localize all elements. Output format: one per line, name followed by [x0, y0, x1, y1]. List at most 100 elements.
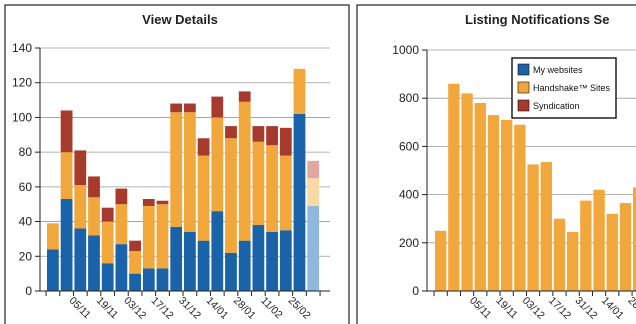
- bar-segment: [101, 207, 114, 222]
- forecast-bar-segment: [307, 178, 320, 206]
- view-details-y-axis: 0 20 40 60 80 100 120 140: [12, 41, 330, 298]
- listing-notifications-y-axis: 0 200 400 600 800 1000: [392, 43, 636, 298]
- bar-segment: [74, 150, 87, 186]
- bar-segment: [88, 235, 100, 291]
- legend-label: Syndication: [533, 101, 580, 111]
- bar-segment: [88, 197, 100, 236]
- bar-segment: [225, 126, 237, 139]
- legend-box: [511, 57, 617, 119]
- bar-segment: [238, 101, 251, 241]
- bar-segment: [252, 141, 265, 226]
- legend-swatch: [517, 81, 530, 94]
- bar-segment: [47, 249, 59, 291]
- legend-item: Handshake™ Sites: [517, 81, 611, 94]
- y-tick-label: 60: [19, 180, 33, 194]
- bar-segment: [170, 226, 183, 291]
- forecast-bar-segment: [307, 160, 320, 179]
- y-tick-label: 80: [19, 145, 33, 159]
- bar-segment: [184, 112, 196, 232]
- y-tick-label: 100: [12, 110, 32, 124]
- bar-segment: [567, 231, 579, 291]
- bar-segment: [129, 240, 141, 252]
- bar-segment: [197, 240, 210, 291]
- legend-swatch: [517, 63, 530, 76]
- view-details-bars: [47, 68, 320, 291]
- legend-swatch: [517, 99, 530, 112]
- bar-segment: [88, 176, 100, 198]
- listing-notifications-bars: [435, 83, 636, 292]
- bar-segment: [266, 145, 278, 232]
- bar-segment: [211, 211, 224, 291]
- bar-segment: [197, 138, 210, 156]
- bar-segment: [266, 231, 278, 291]
- y-tick-label: 600: [399, 139, 419, 153]
- legend-item: Syndication: [517, 99, 580, 112]
- bar-segment: [170, 112, 183, 227]
- bar-segment: [142, 199, 155, 206]
- y-tick-label: 40: [19, 215, 33, 229]
- y-tick-label: 1000: [392, 43, 419, 57]
- bar-segment: [60, 110, 73, 153]
- bar-segment: [225, 252, 237, 291]
- y-tick-label: 0: [25, 284, 32, 298]
- bar-segment: [448, 83, 460, 292]
- y-tick-label: 800: [399, 91, 419, 105]
- bar-segment: [474, 103, 486, 292]
- bar-segment: [238, 91, 251, 102]
- bar-segment: [211, 117, 224, 212]
- bar-segment: [225, 138, 237, 253]
- listing-notifications-title: Listing Notifications Se: [465, 12, 609, 27]
- bar-segment: [60, 199, 73, 291]
- bar-segment: [115, 244, 128, 291]
- bar-segment: [184, 103, 196, 113]
- view-details-title: View Details: [142, 12, 218, 27]
- bar-segment: [156, 200, 169, 205]
- bar-segment: [293, 113, 306, 291]
- bar-segment: [514, 124, 526, 292]
- bar-segment: [129, 251, 141, 274]
- bar-segment: [60, 152, 73, 200]
- bar-segment: [279, 127, 292, 156]
- bar-segment: [619, 203, 632, 291]
- bar-segment: [279, 155, 292, 231]
- bar-segment: [279, 230, 292, 291]
- bar-segment: [101, 221, 114, 264]
- bar-segment: [252, 126, 265, 142]
- bar-segment: [461, 93, 473, 291]
- y-tick-label: 120: [12, 76, 32, 90]
- bar-segment: [435, 230, 447, 291]
- bar-segment: [74, 185, 87, 229]
- bar-segment: [101, 263, 114, 291]
- bar-segment: [266, 126, 278, 146]
- bar-segment: [633, 187, 636, 291]
- bar-segment: [197, 155, 210, 241]
- bar-segment: [47, 223, 59, 250]
- legend-item: My websites: [517, 63, 583, 76]
- bar-segment: [252, 225, 265, 291]
- bar-segment: [115, 204, 128, 245]
- legend-label: Handshake™ Sites: [533, 83, 611, 93]
- x-tick-label: 28/01: [625, 295, 636, 322]
- bar-segment: [606, 213, 618, 291]
- bar-segment: [142, 268, 155, 291]
- bar-segment: [527, 164, 539, 291]
- bar-segment: [156, 268, 169, 291]
- listing-notifications-panel: Listing Notifications Se 0 200 400 600 800 10…: [356, 4, 636, 324]
- bar-segment: [184, 231, 196, 291]
- bar-segment: [129, 273, 141, 291]
- legend-label: My websites: [533, 65, 583, 75]
- bar-segment: [580, 200, 592, 291]
- bar-segment: [238, 240, 251, 291]
- chart-legend: My websites Handshake™ Sites Syndication: [511, 57, 617, 119]
- bar-segment: [156, 204, 169, 269]
- bar-segment: [74, 228, 87, 291]
- bar-segment: [501, 119, 513, 291]
- bar-segment: [553, 218, 566, 291]
- bar-segment: [593, 189, 605, 291]
- bar-segment: [115, 188, 128, 205]
- bar-segment: [293, 68, 306, 114]
- y-tick-label: 0: [412, 284, 419, 298]
- bar-segment: [487, 115, 500, 291]
